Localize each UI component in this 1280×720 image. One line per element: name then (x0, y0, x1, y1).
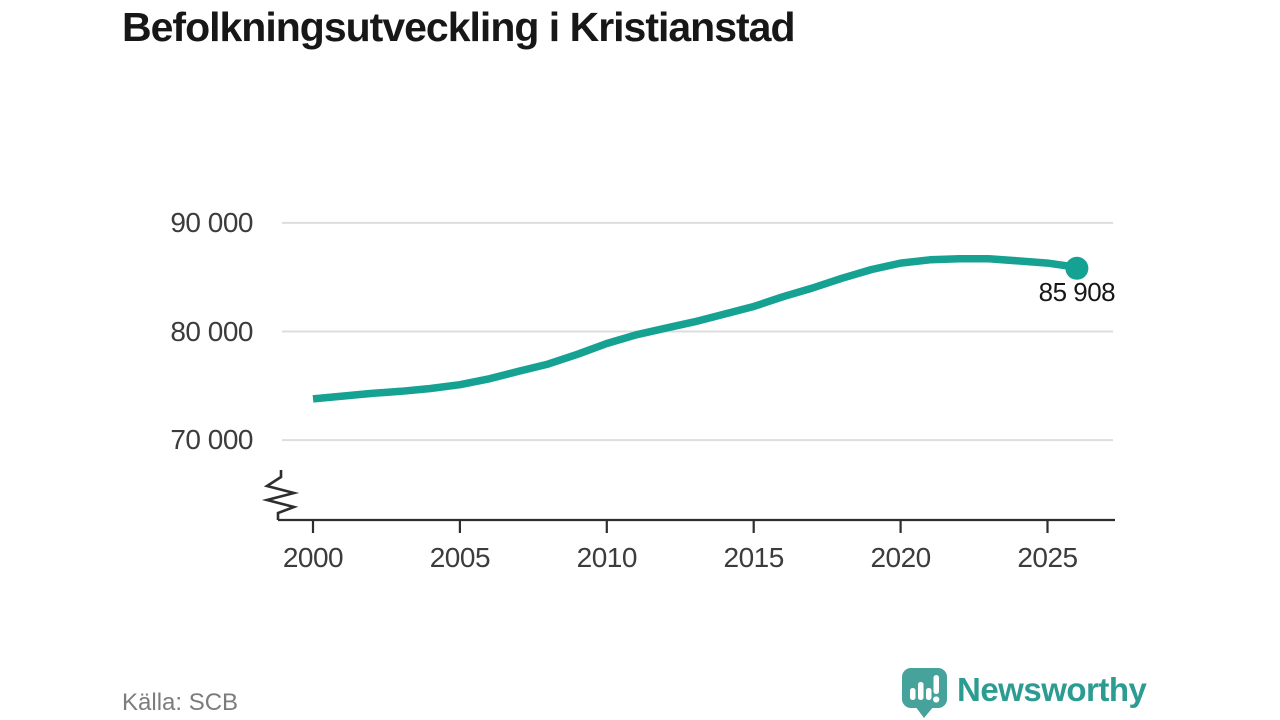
x-axis-tick-label: 2010 (576, 542, 638, 573)
population-line (312, 254, 1078, 403)
x-axis-tick-label: 2000 (282, 542, 344, 573)
x-axis-tick-label: 2020 (870, 542, 931, 573)
axis-break-icon (261, 470, 300, 520)
last-point-value-label: 85 908 (1038, 277, 1116, 308)
source-note: Källa: SCB (122, 689, 239, 716)
chart-title: Befolkningsutveckling i Kristianstad (122, 4, 796, 50)
axis-break-zigzag (261, 470, 300, 520)
x-axis-tick-label: 2025 (1017, 542, 1078, 573)
last-point-dot (1065, 256, 1089, 280)
y-axis-tick-label: 80 000 (170, 315, 253, 347)
gridlines (282, 221, 1113, 442)
x-axis (278, 518, 1115, 533)
x-axis-tick-label: 2015 (723, 542, 785, 573)
y-axis-tick-label: 90 000 (170, 206, 253, 238)
newsworthy-branding: Newsworthy (898, 663, 1147, 719)
x-axis-tick-label: 2005 (429, 542, 491, 573)
newsworthy-wordmark: Newsworthy (957, 671, 1147, 708)
y-axis-tick-label: 70 000 (170, 424, 253, 456)
data-series (312, 254, 1089, 403)
newsworthy-logo-icon (902, 668, 947, 718)
